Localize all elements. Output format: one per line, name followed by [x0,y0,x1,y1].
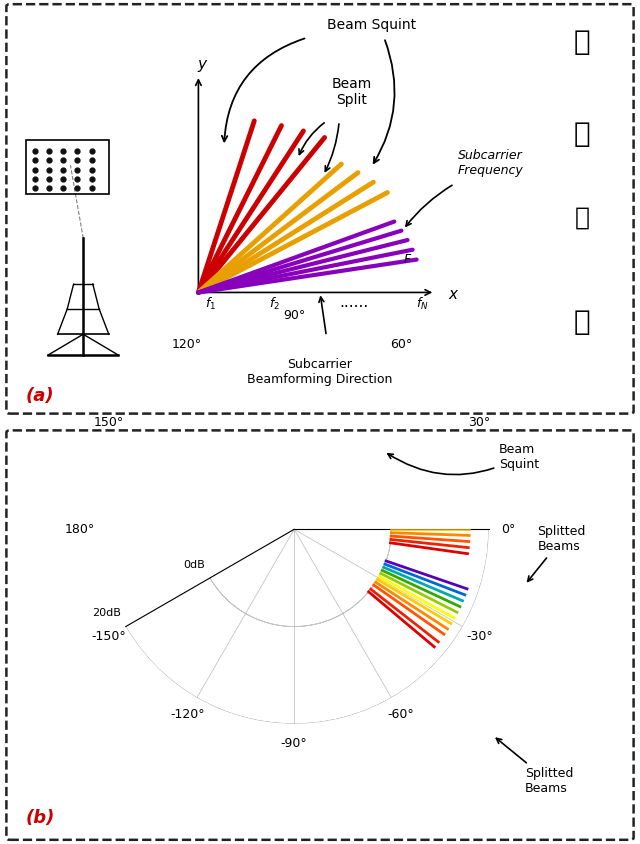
FancyArrowPatch shape [299,123,324,154]
Text: x: x [448,287,457,302]
Text: (b): (b) [26,809,55,827]
FancyArrowPatch shape [319,297,326,333]
Text: y: y [197,57,206,72]
Text: Subcarrier
Beamforming Direction: Subcarrier Beamforming Direction [247,358,393,386]
Bar [26,140,109,194]
Text: (a): (a) [26,387,54,405]
Text: Splitted
Beams: Splitted Beams [528,525,586,582]
Text: ......: ...... [339,295,369,310]
Text: Beam Squint: Beam Squint [326,19,416,32]
FancyArrowPatch shape [325,124,339,171]
Text: 🚕: 🚕 [574,308,591,336]
FancyArrowPatch shape [374,41,395,163]
FancyArrowPatch shape [406,185,452,226]
Text: 📡: 📡 [574,120,591,148]
Text: $F$: $F$ [403,253,413,266]
Text: 💻: 💻 [574,28,591,56]
Text: Subcarrier
Frequency: Subcarrier Frequency [458,149,524,177]
FancyArrowPatch shape [222,39,305,142]
Text: Splitted
Beams: Splitted Beams [497,738,573,795]
Text: Beam
Squint: Beam Squint [388,443,540,474]
Text: $f_1$: $f_1$ [205,296,216,312]
Text: $f_N$: $f_N$ [416,296,429,312]
Text: Beam
Split: Beam Split [332,78,372,107]
Text: 📻: 📻 [575,205,590,230]
FancyBboxPatch shape [6,430,634,840]
Text: $f_2$: $f_2$ [269,296,280,312]
FancyBboxPatch shape [6,4,634,414]
